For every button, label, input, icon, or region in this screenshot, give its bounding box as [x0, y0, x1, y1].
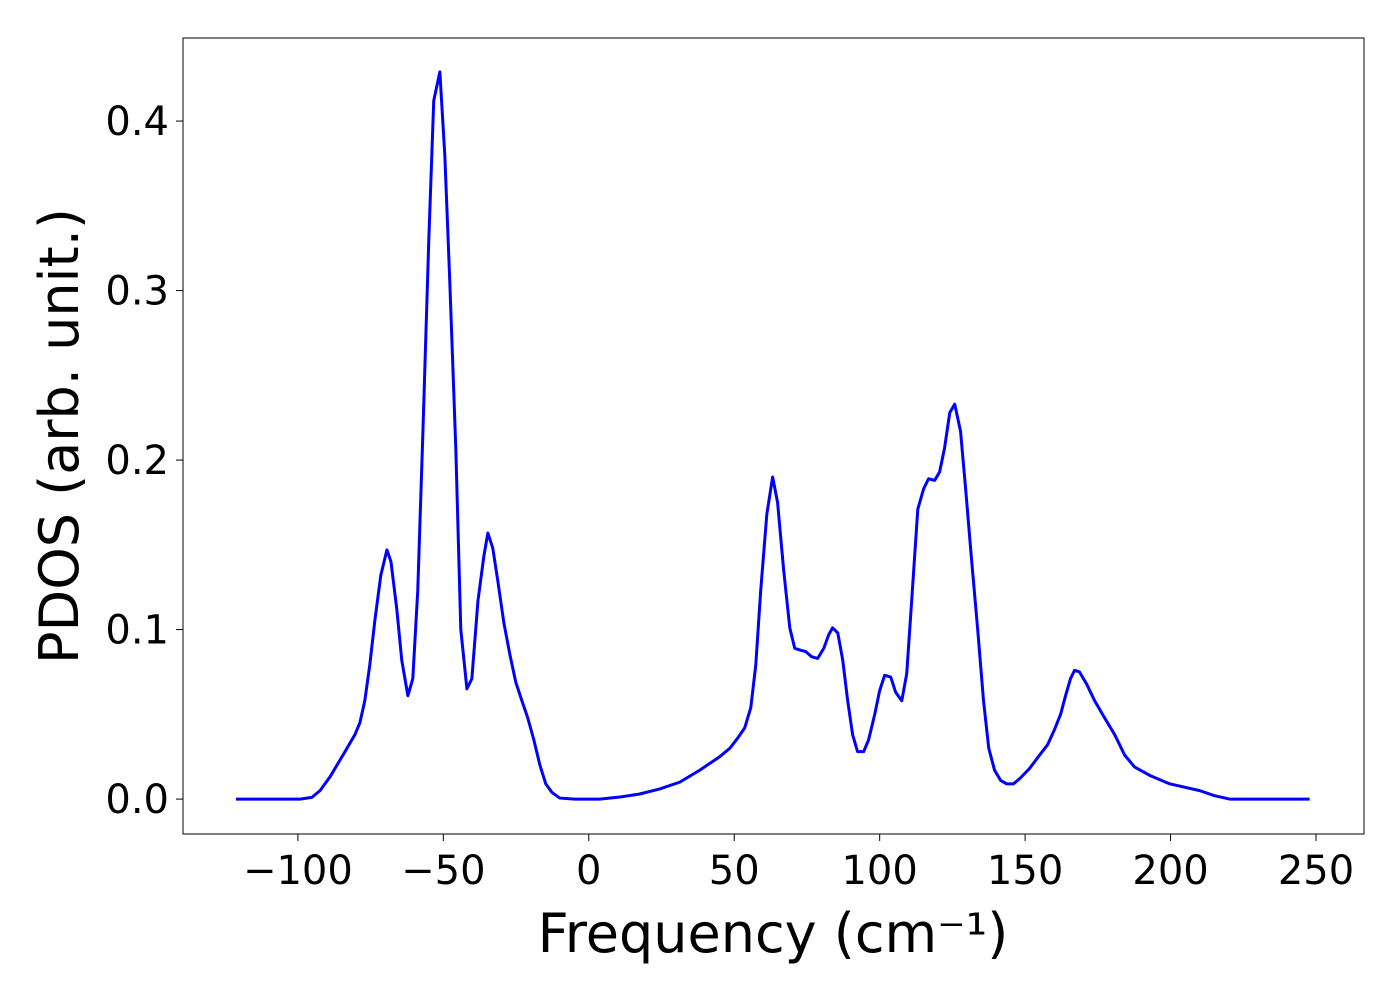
y-axis-label: PDOS (arb. unit.)	[28, 208, 91, 664]
x-tick-label: 0	[576, 848, 601, 894]
y-tick-label: 0.1	[105, 608, 169, 654]
data-line	[235, 70, 1310, 801]
y-tick-label: 0.4	[105, 99, 169, 145]
x-tick-label: 50	[709, 848, 760, 894]
x-tick-label: 200	[1132, 848, 1208, 894]
x-tick-label: −100	[243, 848, 353, 894]
x-tick-label: −50	[401, 848, 485, 894]
y-tick-label: 0.2	[105, 438, 169, 484]
y-tick-label: 0.0	[105, 777, 169, 823]
x-axis-label: Frequency (cm⁻¹)	[538, 902, 1009, 965]
plot-frame	[182, 37, 1365, 835]
x-tick-label: 250	[1278, 848, 1354, 894]
y-tick-label: 0.3	[105, 269, 169, 315]
x-tick-label: 150	[987, 848, 1063, 894]
x-tick-label: 100	[841, 848, 917, 894]
